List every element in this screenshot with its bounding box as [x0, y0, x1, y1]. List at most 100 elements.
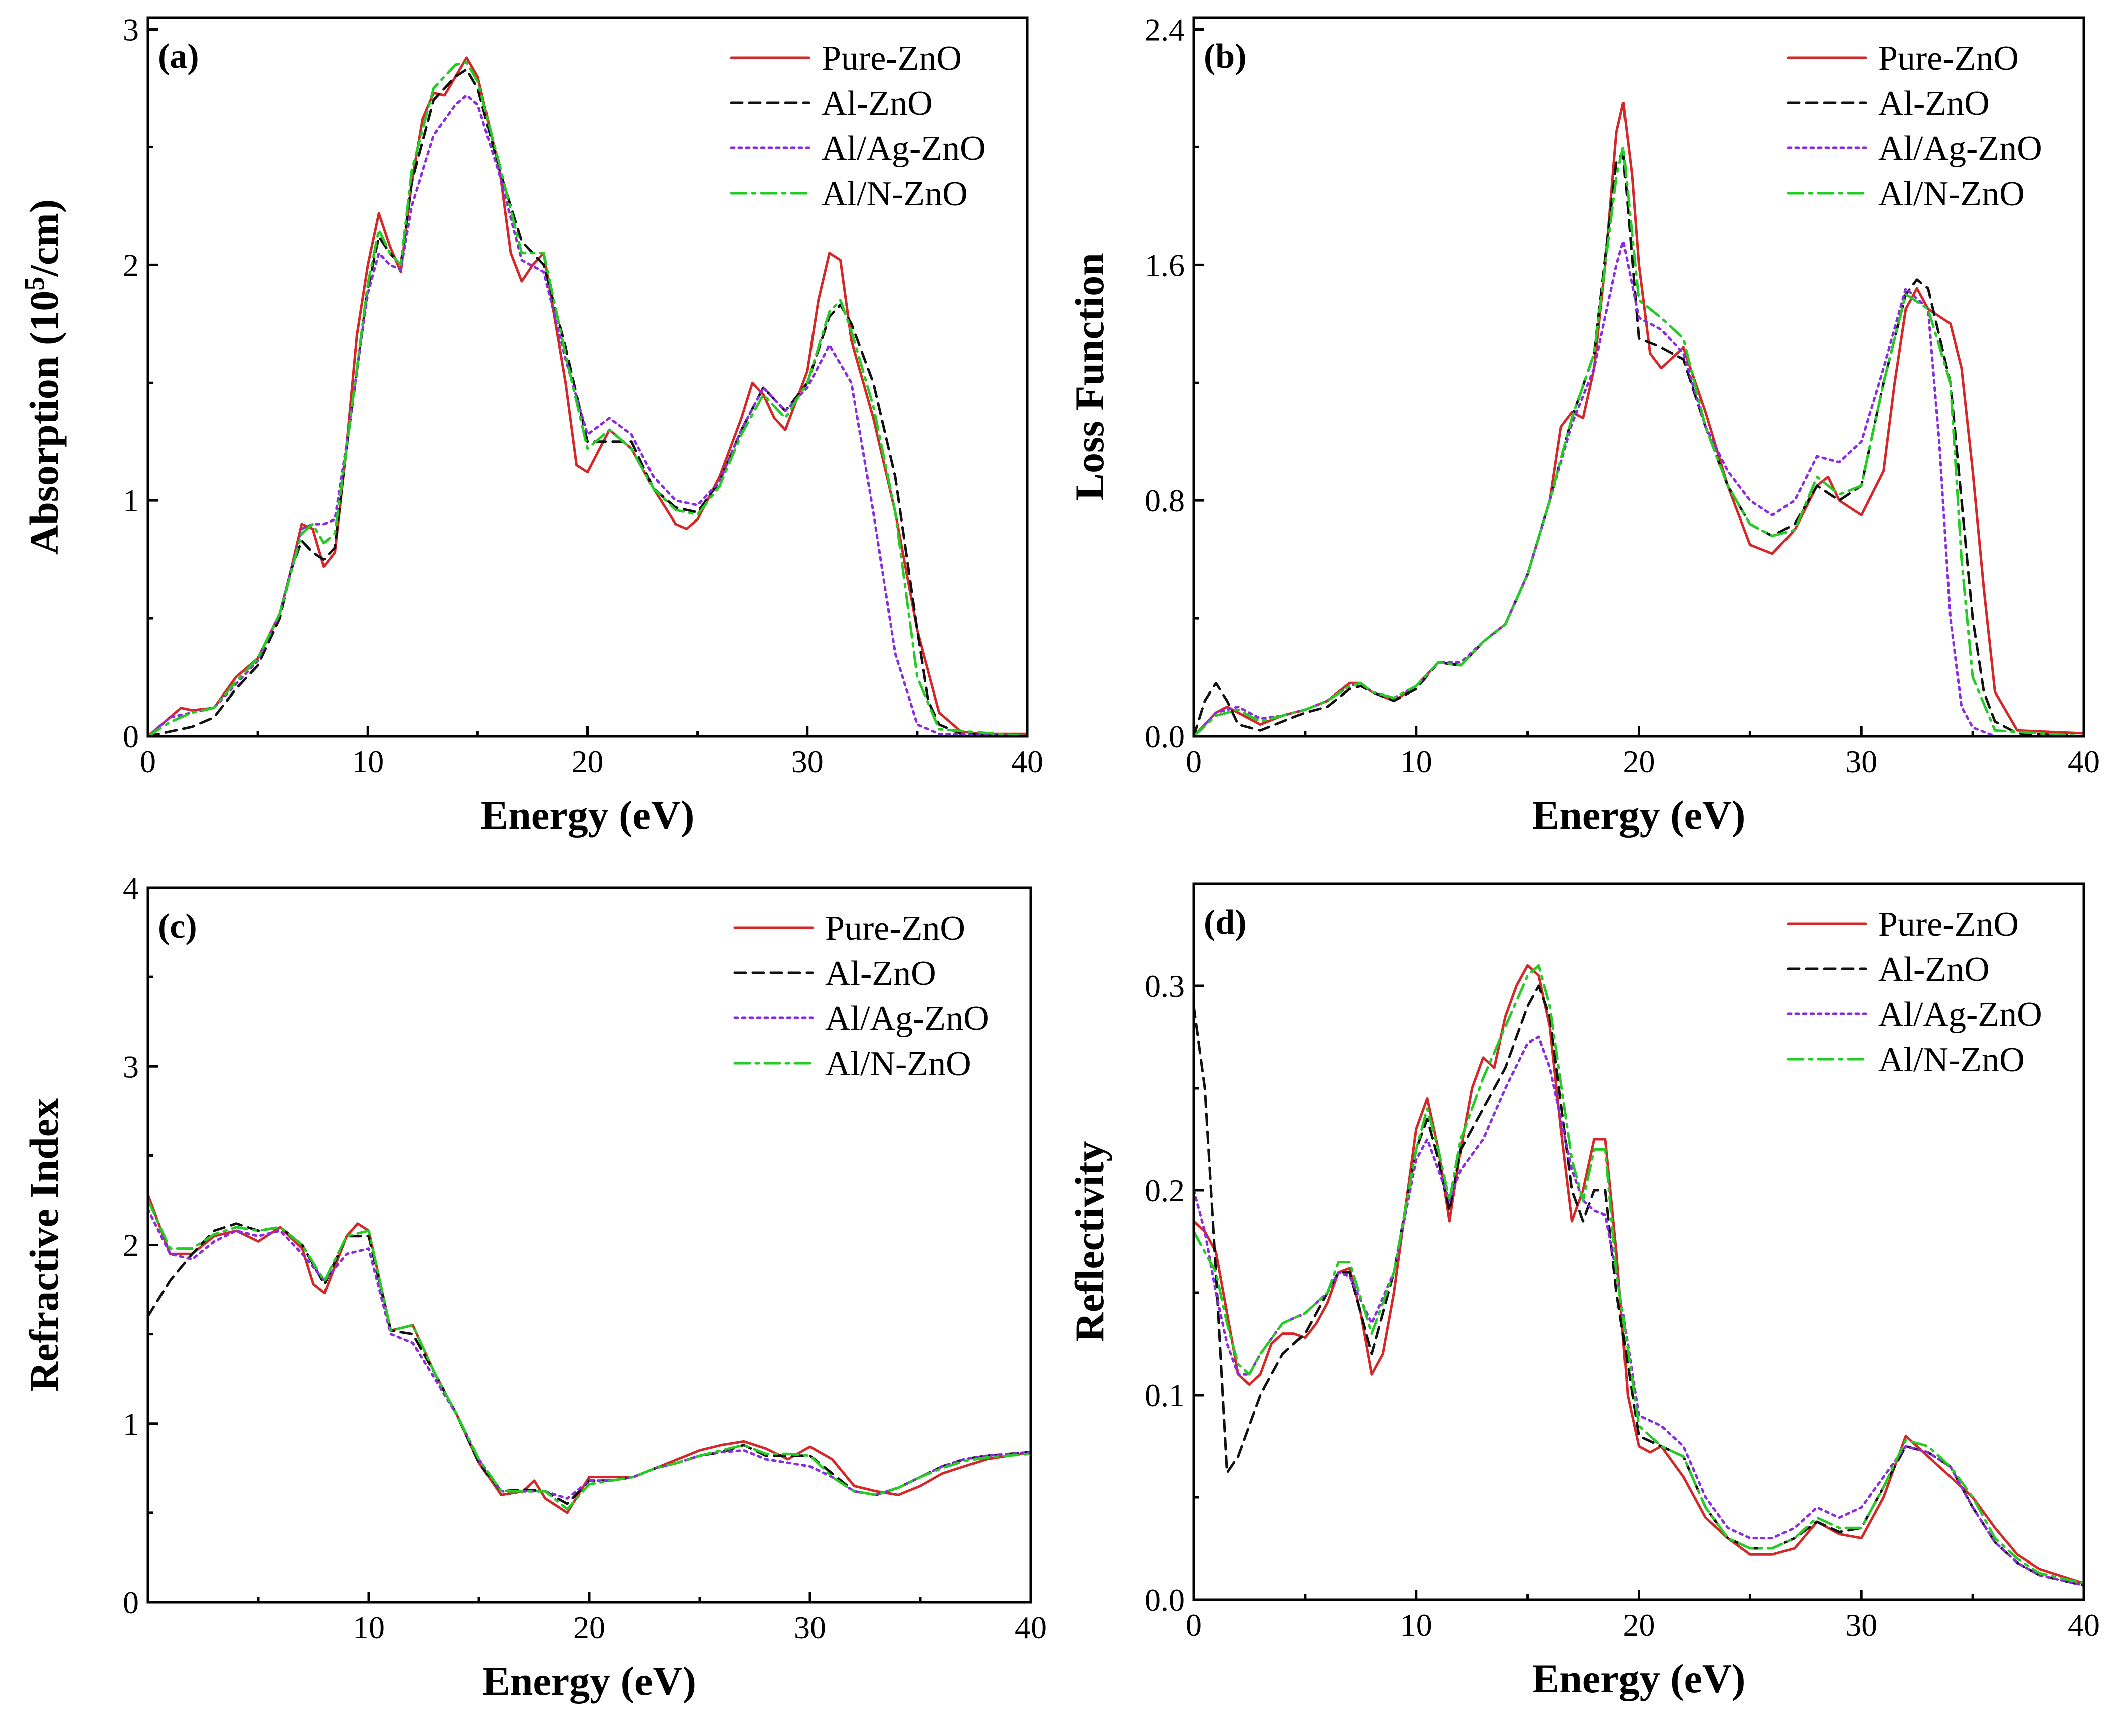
panel-label: (a) [158, 37, 199, 76]
x-tick-label: 10 [352, 744, 384, 779]
legend-label: Pure-ZnO [1878, 905, 2019, 944]
y-axis-title-main: Refractive Index [21, 1098, 67, 1392]
chart-panel-b: 0 10 20 30 40 0.0 0.8 1.6 2.4 Energy (eV) Loss Fun… [1067, 12, 2100, 838]
panel-label: (c) [158, 907, 197, 946]
y-tick-label: 0 [123, 1585, 139, 1620]
y-tick-label: 2 [123, 1228, 139, 1263]
legend-label: Al/N-ZnO [1878, 175, 2025, 213]
legend: Pure-ZnO Al-ZnO Al/Ag-ZnO Al/N-ZnO [1787, 905, 2042, 1079]
series-line-al-ag-zno [148, 94, 1027, 736]
x-tick-label: 40 [2068, 744, 2100, 779]
legend-label: Pure-ZnO [825, 909, 965, 948]
chart-panel-d: 0 10 20 30 40 0.0 0.1 0.2 0.3 Energy (eV) Reflecti… [1067, 882, 2100, 1701]
chart-panel-c: 10 20 30 40 0 1 2 3 4 Energy (eV) Refractive Index… [21, 870, 1047, 1704]
x-tick-label: 30 [791, 744, 824, 779]
y-axis-title-superscript: 5 [19, 277, 50, 291]
x-tick-label: 20 [1623, 1607, 1655, 1643]
legend: Pure-ZnO Al-ZnO Al/Ag-ZnO Al/N-ZnO [1787, 39, 2042, 213]
y-axis-title-main: Loss Function [1067, 253, 1112, 500]
x-axis-title: Energy (eV) [482, 1658, 696, 1704]
legend-label: Al/N-ZnO [825, 1045, 971, 1083]
y-axis-title-main: Reflectivity [1067, 1141, 1112, 1342]
legend-label: Al/N-ZnO [1878, 1040, 2025, 1079]
series-group [148, 56, 1027, 736]
y-tick-label: 0.0 [1145, 719, 1185, 754]
y-tick-label: 0.2 [1145, 1173, 1185, 1208]
series-line-al-ag-zno [148, 1207, 1031, 1500]
series-group [148, 1193, 1031, 1514]
y-tick-label: 1 [123, 483, 139, 518]
y-tick-label: 0 [123, 719, 139, 754]
series-line-al-n-zno [148, 1198, 1031, 1511]
x-axis-title: Energy (eV) [1532, 792, 1746, 838]
series-line-pure-zno [1194, 964, 2084, 1585]
x-tick-label: 20 [573, 1610, 605, 1645]
y-tick-label: 0.1 [1145, 1377, 1185, 1413]
y-tick-label: 2 [123, 247, 139, 283]
y-axis-title: Refractive Index [21, 1098, 67, 1392]
legend-label: Al/Ag-ZnO [1878, 995, 2042, 1034]
y-tick-label: 3 [123, 12, 139, 47]
y-axis-title: Reflectivity [1067, 1141, 1112, 1342]
x-tick-label: 40 [1011, 744, 1043, 779]
y-axis-title: Loss Function [1067, 253, 1112, 500]
y-axis-title-unit: /cm) [21, 199, 67, 277]
legend-label: Al/Ag-ZnO [825, 999, 989, 1038]
x-tick-label: 20 [1623, 744, 1655, 779]
y-tick-label: 3 [123, 1049, 139, 1084]
legend-label: Pure-ZnO [822, 39, 962, 78]
x-tick-label: 30 [794, 1610, 826, 1645]
legend: Pure-ZnO Al-ZnO Al/Ag-ZnO Al/N-ZnO [733, 909, 989, 1083]
x-tick-label: 10 [353, 1610, 385, 1645]
panel-label: (b) [1204, 37, 1247, 76]
x-tick-label: 0 [1186, 1607, 1202, 1643]
y-tick-label: 1.6 [1145, 247, 1185, 283]
legend-label: Al-ZnO [1878, 950, 1990, 989]
series-line-al-ag-zno [1194, 1035, 2084, 1587]
series-line-pure-zno [148, 1193, 1031, 1514]
x-tick-label: 40 [2068, 1607, 2100, 1643]
y-tick-label: 2.4 [1145, 12, 1185, 47]
plot-frame [1192, 882, 2085, 1601]
x-tick-label: 0 [1186, 744, 1202, 779]
x-tick-label: 10 [1400, 744, 1432, 779]
y-tick-label: 4 [123, 870, 139, 906]
series-line-al-n-zno [1194, 145, 2084, 736]
chart-panel-a: 0 10 20 30 40 0 1 2 3 Energy (eV) Absorption (105/… [19, 12, 1043, 838]
plot-frame [146, 16, 1029, 738]
legend-label: Al-ZnO [1878, 84, 1990, 123]
legend-label: Al/Ag-ZnO [822, 129, 986, 168]
y-tick-label: 0.0 [1145, 1582, 1185, 1618]
legend-label: Pure-ZnO [1878, 39, 2019, 78]
y-axis-title-main: Absorption (10 [21, 291, 67, 555]
series-line-al-zno [148, 68, 1027, 736]
legend-label: Al/Ag-ZnO [1878, 129, 2042, 168]
y-tick-label: 1 [123, 1406, 139, 1442]
x-tick-label: 0 [140, 744, 156, 779]
x-tick-label: 20 [572, 744, 604, 779]
y-axis-title: Absorption (105/cm) [19, 199, 67, 555]
series-line-al-zno [1194, 151, 2084, 736]
series-line-al-ag-zno [1194, 240, 2084, 736]
series-line-al-zno [148, 1222, 1031, 1505]
x-axis-title: Energy (eV) [481, 792, 695, 838]
series-line-pure-zno [148, 56, 1027, 736]
y-tick-label: 0.3 [1145, 968, 1185, 1004]
legend-label: Al-ZnO [825, 954, 936, 993]
x-tick-label: 10 [1400, 1607, 1432, 1643]
legend-label: Al-ZnO [822, 84, 933, 123]
series-line-al-n-zno [1194, 964, 2084, 1585]
legend-label: Al/N-ZnO [822, 175, 968, 213]
series-group [1194, 101, 2084, 736]
y-tick-label: 0.8 [1145, 483, 1185, 518]
x-tick-label: 40 [1015, 1610, 1047, 1645]
plot-frame [1192, 16, 2085, 738]
x-axis-title: Energy (eV) [1532, 1656, 1746, 1701]
x-tick-label: 30 [1845, 1607, 1877, 1643]
panel-label: (d) [1204, 903, 1247, 942]
series-line-al-n-zno [148, 61, 1027, 736]
series-group [1194, 964, 2084, 1587]
legend: Pure-ZnO Al-ZnO Al/Ag-ZnO Al/N-ZnO [730, 39, 986, 213]
x-tick-label: 30 [1845, 744, 1877, 779]
